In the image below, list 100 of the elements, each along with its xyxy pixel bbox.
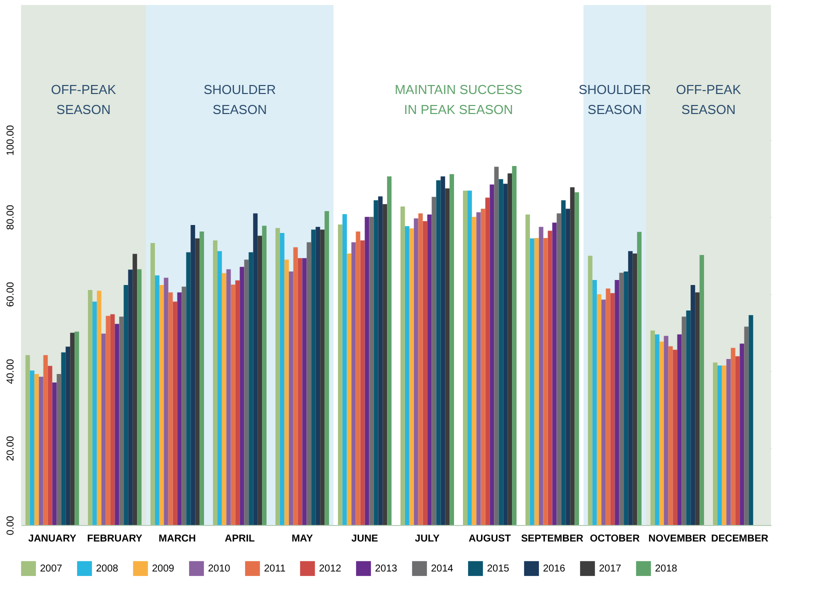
bar — [258, 236, 262, 525]
bar — [74, 332, 80, 525]
bar — [369, 216, 374, 525]
bar — [414, 218, 418, 525]
bar — [137, 269, 142, 525]
bar — [306, 242, 312, 525]
bar — [538, 226, 544, 525]
x-tick-label: MARCH — [158, 534, 196, 544]
x-tick-label: JULY — [414, 534, 440, 544]
bar — [432, 196, 436, 525]
band-label: MAINTAIN SUCCESS IN PEAK SEASON — [394, 82, 523, 117]
bar — [450, 174, 454, 525]
bar — [561, 200, 566, 525]
bar — [668, 346, 673, 525]
bar — [164, 278, 168, 525]
bar — [552, 222, 557, 525]
bar — [730, 348, 736, 525]
bar — [298, 258, 302, 525]
bar — [316, 226, 320, 525]
bar — [34, 374, 39, 525]
bar — [404, 226, 410, 525]
bar — [356, 231, 360, 525]
legend-label: 2010 — [208, 564, 231, 575]
bar — [302, 258, 307, 525]
bar — [288, 272, 294, 525]
bar — [132, 254, 138, 525]
bar — [400, 206, 405, 525]
bar — [659, 342, 664, 525]
bar — [235, 280, 240, 525]
x-tick-label: SEPTEMBER — [521, 534, 584, 544]
legend-label: 2009 — [152, 564, 175, 575]
bar — [628, 251, 633, 525]
x-tick-label: JANUARY — [28, 534, 77, 544]
bar — [177, 292, 182, 525]
band-label: OFF-PEAK SEASON — [50, 82, 116, 117]
bar — [159, 285, 164, 525]
bar — [682, 316, 686, 525]
bar — [25, 355, 30, 525]
bar — [342, 214, 347, 525]
band-label: SHOULDER SEASON — [204, 82, 276, 117]
bar — [610, 293, 615, 525]
bar — [596, 294, 602, 525]
bar — [427, 214, 432, 525]
bar — [222, 273, 226, 525]
bar — [182, 286, 186, 525]
y-tick-label: 40.00 — [6, 358, 16, 384]
band-label: OFF-PEAK SEASON — [676, 82, 742, 117]
bar — [43, 355, 48, 525]
bar — [48, 366, 52, 525]
bar — [154, 275, 160, 525]
bar — [632, 253, 638, 525]
y-tick-label: 20.00 — [6, 436, 16, 461]
bar — [351, 242, 356, 525]
bar — [70, 332, 75, 525]
bar — [195, 238, 200, 525]
bar — [30, 370, 34, 525]
bar — [614, 280, 620, 525]
bar — [409, 228, 414, 525]
y-tick-label: 100.00 — [6, 124, 16, 156]
bar — [717, 366, 722, 525]
bar — [280, 233, 284, 525]
legend-label: 2014 — [431, 564, 454, 575]
bar — [119, 316, 124, 525]
bar — [726, 358, 731, 525]
bar — [525, 214, 530, 525]
bar — [418, 213, 423, 525]
x-tick-label: AUGUST — [468, 534, 511, 544]
bar — [498, 179, 504, 525]
bar — [284, 260, 289, 525]
bar — [364, 216, 370, 525]
bar — [110, 314, 115, 525]
bar — [66, 346, 70, 525]
band-label: SHOULDER SEASON — [578, 82, 651, 117]
bar — [96, 290, 102, 525]
bar — [592, 280, 597, 525]
legend-label: 2013 — [375, 564, 398, 575]
bar — [422, 221, 428, 525]
bar — [200, 231, 204, 525]
bar — [56, 374, 62, 525]
legend-label: 2012 — [319, 564, 342, 575]
bar — [744, 326, 749, 525]
bar — [735, 356, 740, 525]
bar — [574, 192, 580, 525]
bar — [212, 240, 218, 525]
bar — [226, 269, 231, 525]
bar — [619, 272, 624, 525]
bar — [382, 204, 388, 525]
bar — [150, 243, 155, 525]
x-tick-label: JUNE — [351, 534, 378, 544]
bar — [695, 292, 700, 525]
bar — [472, 216, 476, 525]
bar — [712, 362, 718, 525]
bar — [244, 260, 249, 525]
bar — [217, 251, 222, 525]
bar — [601, 300, 606, 525]
bar — [440, 176, 446, 525]
bar — [467, 190, 472, 525]
bar — [490, 184, 494, 525]
legend-label: 2018 — [655, 564, 678, 575]
bar — [548, 230, 552, 525]
